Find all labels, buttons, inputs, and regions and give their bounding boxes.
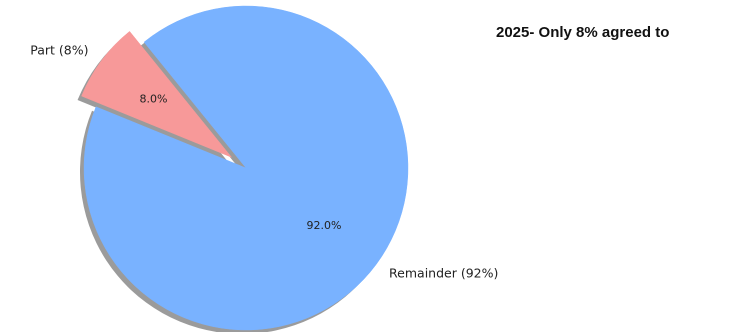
chart-caption: 2025- Only 8% agreed to bbox=[496, 24, 670, 41]
pie-category-label: Part (8%) bbox=[30, 43, 88, 58]
pie-category-label: Remainder (92%) bbox=[389, 266, 498, 281]
pie-pct-label: 8.0% bbox=[140, 92, 168, 105]
pie-pct-label: 92.0% bbox=[307, 219, 342, 232]
pie-slice-remainder bbox=[83, 5, 409, 331]
pie-slice-part bbox=[81, 31, 232, 158]
